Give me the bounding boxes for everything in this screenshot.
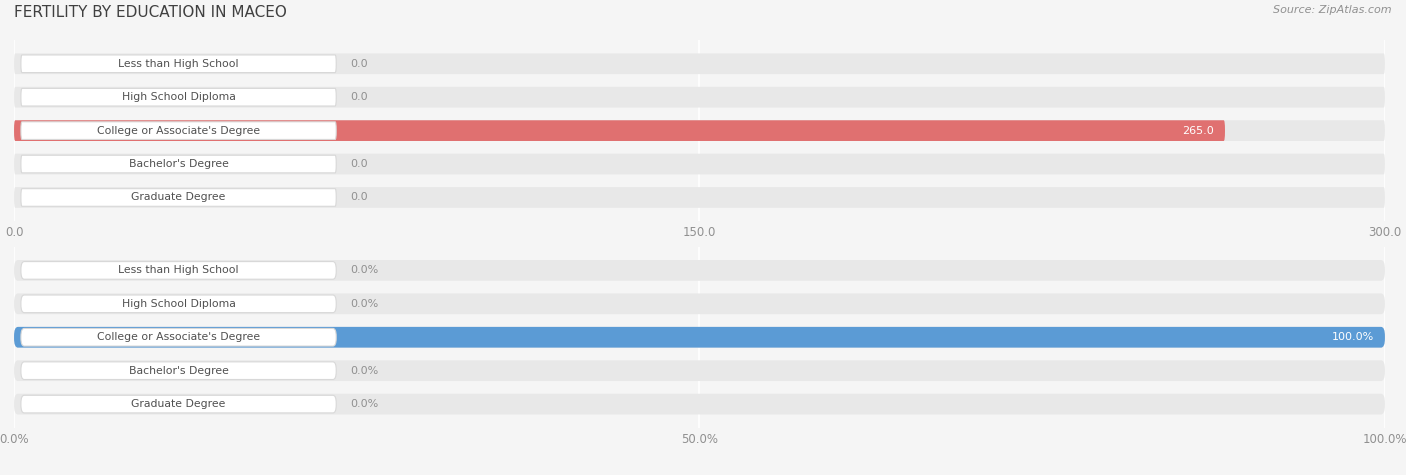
Text: Source: ZipAtlas.com: Source: ZipAtlas.com [1274,5,1392,15]
Text: Less than High School: Less than High School [118,59,239,69]
FancyBboxPatch shape [14,53,1385,74]
Text: 0.0: 0.0 [350,59,367,69]
FancyBboxPatch shape [21,189,336,206]
Text: 0.0: 0.0 [350,92,367,102]
Text: Graduate Degree: Graduate Degree [131,399,226,409]
FancyBboxPatch shape [14,120,1385,141]
FancyBboxPatch shape [21,362,336,380]
Text: 0.0%: 0.0% [350,366,378,376]
FancyBboxPatch shape [14,327,1385,348]
Text: 0.0%: 0.0% [350,399,378,409]
FancyBboxPatch shape [21,155,336,173]
Text: FERTILITY BY EDUCATION IN MACEO: FERTILITY BY EDUCATION IN MACEO [14,5,287,20]
Text: Less than High School: Less than High School [118,266,239,276]
Text: Graduate Degree: Graduate Degree [131,192,226,202]
Text: 0.0%: 0.0% [350,266,378,276]
Text: Bachelor's Degree: Bachelor's Degree [128,159,229,169]
Text: 0.0: 0.0 [350,159,367,169]
Text: 0.0%: 0.0% [350,299,378,309]
Text: College or Associate's Degree: College or Associate's Degree [97,125,260,136]
Text: 100.0%: 100.0% [1331,332,1374,342]
FancyBboxPatch shape [21,328,336,346]
FancyBboxPatch shape [14,361,1385,381]
FancyBboxPatch shape [14,120,1225,141]
FancyBboxPatch shape [14,154,1385,174]
FancyBboxPatch shape [14,294,1385,314]
FancyBboxPatch shape [14,87,1385,107]
FancyBboxPatch shape [14,394,1385,415]
FancyBboxPatch shape [21,262,336,279]
FancyBboxPatch shape [21,122,336,140]
FancyBboxPatch shape [21,55,336,73]
Text: College or Associate's Degree: College or Associate's Degree [97,332,260,342]
FancyBboxPatch shape [14,327,1385,348]
Text: Bachelor's Degree: Bachelor's Degree [128,366,229,376]
FancyBboxPatch shape [14,260,1385,281]
FancyBboxPatch shape [21,88,336,106]
FancyBboxPatch shape [14,187,1385,208]
Text: 0.0: 0.0 [350,192,367,202]
Text: High School Diploma: High School Diploma [122,299,235,309]
Text: 265.0: 265.0 [1182,125,1213,136]
FancyBboxPatch shape [21,295,336,313]
FancyBboxPatch shape [21,395,336,413]
Text: High School Diploma: High School Diploma [122,92,235,102]
